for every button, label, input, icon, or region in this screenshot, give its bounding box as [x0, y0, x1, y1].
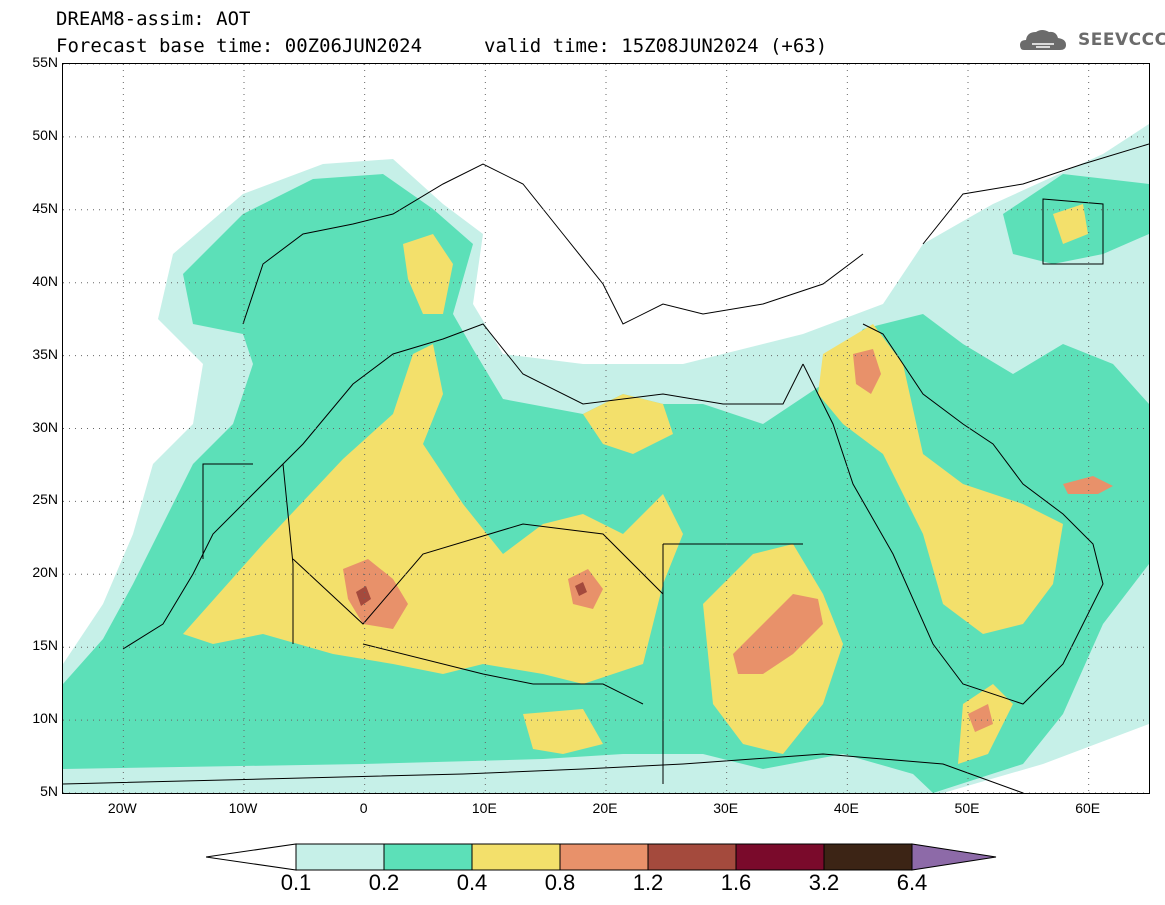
- lon-tick-label: 0: [359, 800, 368, 816]
- lon-tick-label: 20W: [107, 800, 137, 816]
- lat-tick-label: 45N: [32, 199, 58, 216]
- lat-tick-label: 40N: [32, 272, 58, 289]
- lat-tick-label: 25N: [32, 491, 58, 508]
- colorbar-tick-label: 0.2: [368, 870, 400, 895]
- aot-map-canvas: [63, 64, 1149, 793]
- lat-tick-label: 20N: [32, 564, 58, 581]
- logo-text: SEEVCCC: [1078, 30, 1165, 50]
- lat-tick-label: 55N: [32, 54, 58, 70]
- colorbar-tick-label: 0.4: [456, 870, 488, 895]
- colorbar-segment: [559, 843, 649, 871]
- colorbar-high-arrow: [911, 843, 997, 871]
- lon-tick-label: 60E: [1075, 800, 1101, 816]
- aot-colorbar: [206, 843, 997, 871]
- lon-tick-label: 10W: [228, 800, 258, 816]
- lon-tick-label: 10E: [471, 800, 497, 816]
- lon-tick-label: 20E: [592, 800, 618, 816]
- valid-time: valid time: 15Z08JUN2024 (+63): [484, 35, 828, 57]
- lon-tick-label: 30E: [713, 800, 739, 816]
- colorbar-tick-label: 3.2: [808, 870, 840, 895]
- cloud-logo-icon: [1020, 30, 1066, 50]
- lat-tick-label: 10N: [32, 710, 58, 727]
- colorbar-segment: [823, 843, 913, 871]
- colorbar-segment: [295, 843, 385, 871]
- colorbar-segment: [471, 843, 561, 871]
- coastlines-borders: [63, 143, 1149, 793]
- lon-tick-label: 50E: [954, 800, 980, 816]
- aot-contour-1.2: [356, 582, 587, 606]
- lat-tick-label: 15N: [32, 637, 58, 654]
- colorbar-tick-label: 1.6: [720, 870, 752, 895]
- colorbar-low-arrow: [206, 843, 297, 871]
- lat-tick-label: 30N: [32, 418, 58, 435]
- lat-tick-label: 5N: [40, 783, 58, 799]
- lon-tick-label: 40E: [833, 800, 859, 816]
- colorbar-segment: [647, 843, 737, 871]
- forecast-base-time: Forecast base time: 00Z06JUN2024: [56, 35, 423, 57]
- colorbar-tick-label: 1.2: [632, 870, 664, 895]
- lat-tick-label: 35N: [32, 345, 58, 362]
- aot-contour-0.4: [183, 204, 1088, 764]
- colorbar-tick-label: 0.1: [280, 870, 312, 895]
- colorbar-segment: [735, 843, 825, 871]
- map-title: DREAM8-assim: AOT: [56, 8, 251, 30]
- lat-lon-grid: [63, 64, 1149, 793]
- colorbar-tick-label: 0.8: [544, 870, 576, 895]
- lat-tick-label: 50N: [32, 126, 58, 143]
- colorbar-tick-label: 6.4: [896, 870, 928, 895]
- aot-map: [62, 63, 1150, 794]
- colorbar-segment: [383, 843, 473, 871]
